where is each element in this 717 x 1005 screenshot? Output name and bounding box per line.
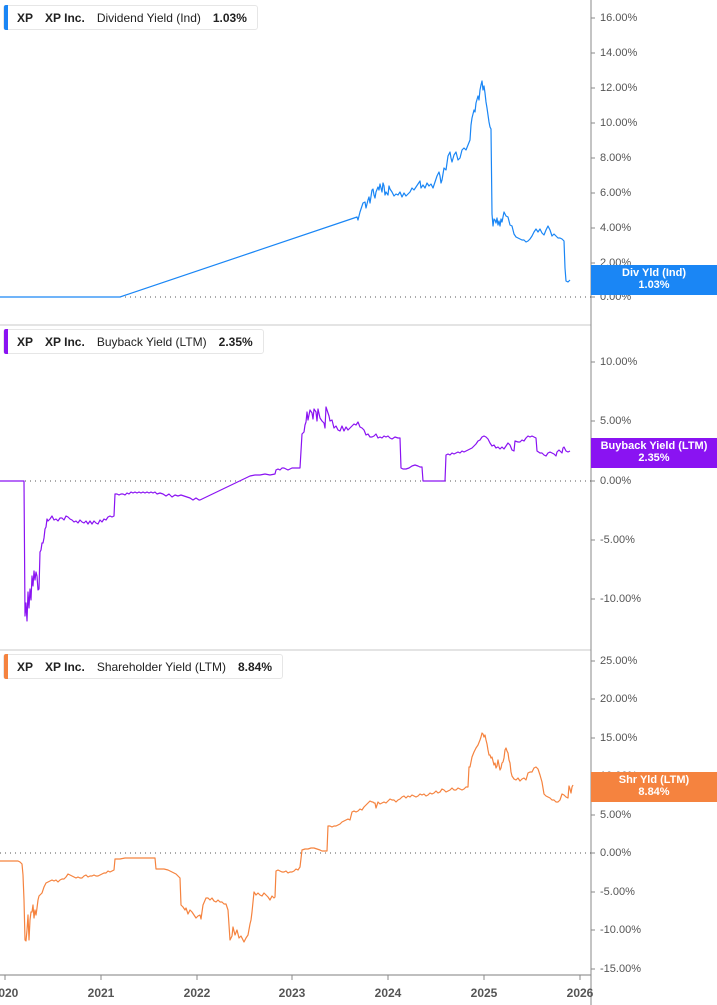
x-tick-marks [4, 975, 581, 980]
badge-label: Div Yld (Ind) [622, 267, 686, 279]
y-tick-label: 6.00% [600, 187, 632, 199]
y-tick-label: 15.00% [600, 732, 638, 744]
y-tick-label: 4.00% [600, 222, 632, 234]
x-tick-label: 2022 [183, 986, 211, 1000]
y-tick-label: 20.00% [600, 693, 638, 705]
series-color-swatch [4, 329, 8, 354]
value-badge-buyback: Buyback Yield (LTM) 2.35% [591, 438, 717, 468]
x-tick-label: 2023 [278, 986, 306, 1000]
x-tick-label: 2021 [87, 986, 115, 1000]
legend-company: XP Inc. [45, 659, 85, 674]
legend-ticker: XP [17, 334, 34, 349]
y-tick-label: 0.00% [600, 847, 632, 859]
y-tick-label: 10.00% [600, 356, 638, 368]
legend-company: XP Inc. [45, 334, 85, 349]
series-color-swatch [4, 5, 8, 30]
x-tick-label: 2025 [470, 986, 498, 1000]
shareholder-yield-line [0, 732, 574, 943]
y-tick-label: 14.00% [600, 47, 638, 59]
legend-metric: Dividend Yield (Ind) [96, 10, 201, 25]
y-tick-label: -5.00% [600, 886, 635, 898]
y-tick-label: 5.00% [600, 809, 632, 821]
legend-metric: Shareholder Yield (LTM) [96, 659, 226, 674]
y-tick-label: 10.00% [600, 117, 638, 129]
y-tick-label: 0.00% [600, 475, 632, 487]
y-tick-label: -15.00% [600, 963, 641, 975]
value-badge-dividend: Div Yld (Ind) 1.03% [591, 265, 717, 295]
legend-shareholder-yield[interactable]: XP XP Inc. Shareholder Yield (LTM) 8.84% [3, 654, 284, 679]
legend-value: 2.35% [218, 334, 253, 349]
x-tick-label: 2026 [566, 986, 594, 1000]
legend-value: 8.84% [237, 659, 273, 674]
y-tick-label: 5.00% [600, 415, 632, 427]
legend-value: 1.03% [212, 10, 247, 25]
badge-value: 8.84% [638, 786, 670, 798]
badge-label: Shr Yld (LTM) [618, 774, 690, 786]
badge-label: Buyback Yield (LTM) [600, 440, 708, 452]
y-tick-label: -10.00% [600, 924, 641, 936]
legend-buyback-yield[interactable]: XP XP Inc. Buyback Yield (LTM) 2.35% [3, 329, 264, 354]
y-tick-label: -5.00% [600, 534, 635, 546]
legend-ticker: XP [17, 10, 34, 25]
y-tick-label: 16.00% [600, 12, 638, 24]
value-badge-shareholder: Shr Yld (LTM) 8.84% [591, 772, 717, 802]
legend-metric: Buyback Yield (LTM) [96, 334, 207, 349]
y-tick-label: 25.00% [600, 655, 638, 667]
legend-ticker: XP [17, 659, 34, 674]
buyback-yield-line [0, 406, 571, 622]
y-tick-label: 8.00% [600, 152, 632, 164]
x-tick-label: 2024 [374, 986, 402, 1000]
badge-value: 1.03% [638, 279, 670, 291]
y-tick-label: -10.00% [600, 593, 641, 605]
dividend-yield-line [0, 80, 571, 298]
y-tick-label: 12.00% [600, 82, 638, 94]
legend-dividend-yield[interactable]: XP XP Inc. Dividend Yield (Ind) 1.03% [3, 5, 258, 30]
legend-company: XP Inc. [45, 10, 85, 25]
y-tick-marks [591, 17, 595, 970]
series-color-swatch [4, 654, 8, 679]
badge-value: 2.35% [638, 452, 670, 464]
